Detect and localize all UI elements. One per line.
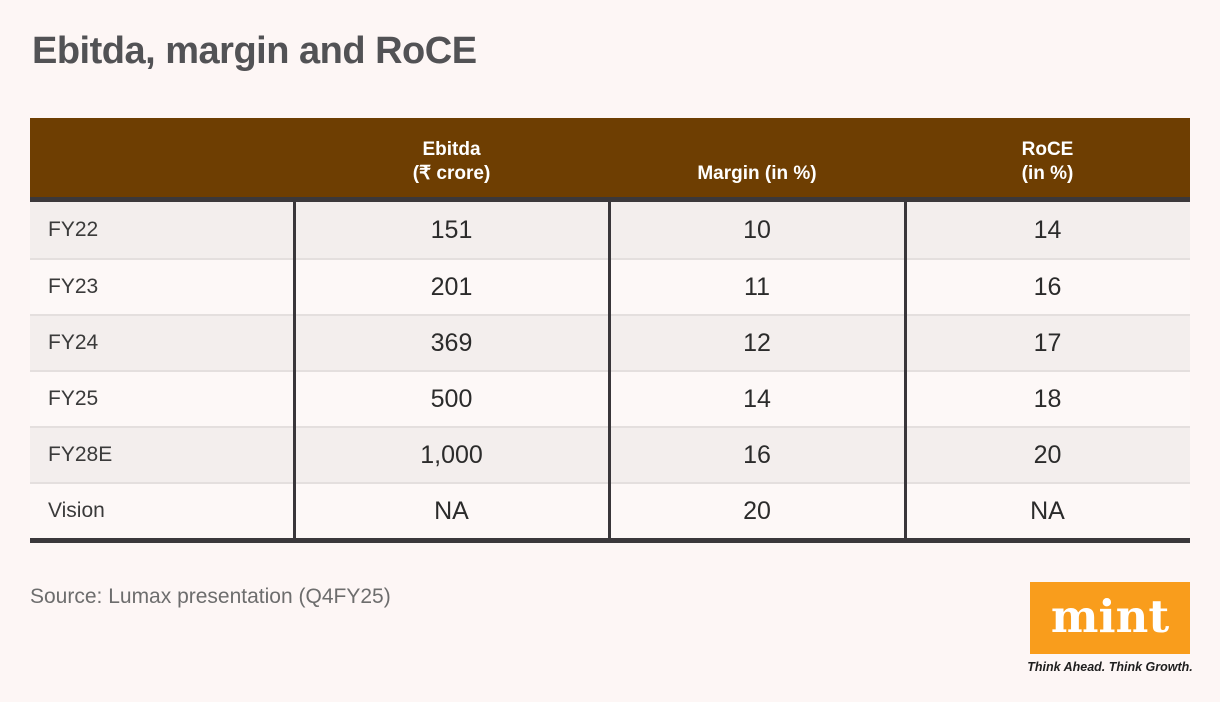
column-divider-3 (904, 202, 907, 538)
header-cell-roce: RoCE (in %) (905, 118, 1190, 197)
header-roce-line1: RoCE (1021, 139, 1074, 160)
cell-roce: NA (1030, 496, 1065, 525)
mint-tagline: Think Ahead. Think Growth. (1027, 660, 1193, 674)
cell-ebitda: 500 (430, 384, 473, 413)
cell-ebitda: 151 (430, 215, 473, 244)
header-roce-line2: (in %) (1021, 163, 1074, 184)
mint-logo-text: mint (1050, 589, 1170, 643)
header-cell-ebitda: Ebitda (₹ crore) (294, 118, 609, 197)
cell-margin: 20 (743, 496, 771, 525)
column-divider-2 (608, 202, 611, 538)
page-title: Ebitda, margin and RoCE (32, 30, 477, 72)
row-label: FY22 (48, 218, 99, 241)
data-table: Ebitda (₹ crore) Margin (in %) RoCE (in … (30, 118, 1190, 543)
row-label: Vision (48, 499, 105, 522)
cell-roce: 16 (1033, 272, 1062, 301)
row-label: FY23 (48, 275, 99, 298)
header-cell-empty (30, 118, 294, 197)
cell-margin: 16 (743, 440, 771, 469)
cell-ebitda: NA (434, 496, 469, 525)
header-cell-margin: Margin (in %) (609, 118, 905, 197)
row-label: FY24 (48, 331, 99, 354)
column-divider-1 (293, 202, 296, 538)
header-margin-label: Margin (in %) (697, 163, 817, 184)
cell-ebitda: 201 (430, 272, 473, 301)
cell-roce: 18 (1033, 384, 1062, 413)
header-underline (30, 197, 1190, 202)
row-label: FY25 (48, 387, 99, 410)
cell-margin: 10 (743, 215, 771, 244)
cell-roce: 14 (1033, 215, 1062, 244)
header-ebitda-line2: (₹ crore) (412, 163, 491, 184)
cell-margin: 14 (743, 384, 771, 413)
source-note: Source: Lumax presentation (Q4FY25) (30, 585, 391, 608)
table-bottom-border (30, 538, 1190, 543)
row-label: FY28E (48, 443, 113, 466)
table-body: FY22 151 10 14 FY23 201 11 16 FY24 369 12 17 FY25 500… (30, 202, 1190, 538)
cell-ebitda: 369 (430, 328, 473, 357)
cell-ebitda: 1,000 (420, 440, 483, 469)
header-ebitda-line1: Ebitda (422, 139, 481, 160)
table-header-row: Ebitda (₹ crore) Margin (in %) RoCE (in … (30, 118, 1190, 197)
cell-margin: 11 (744, 272, 770, 301)
cell-roce: 17 (1033, 328, 1062, 357)
cell-roce: 20 (1033, 440, 1062, 469)
mint-logo: mint (1030, 582, 1190, 654)
cell-margin: 12 (743, 328, 771, 357)
